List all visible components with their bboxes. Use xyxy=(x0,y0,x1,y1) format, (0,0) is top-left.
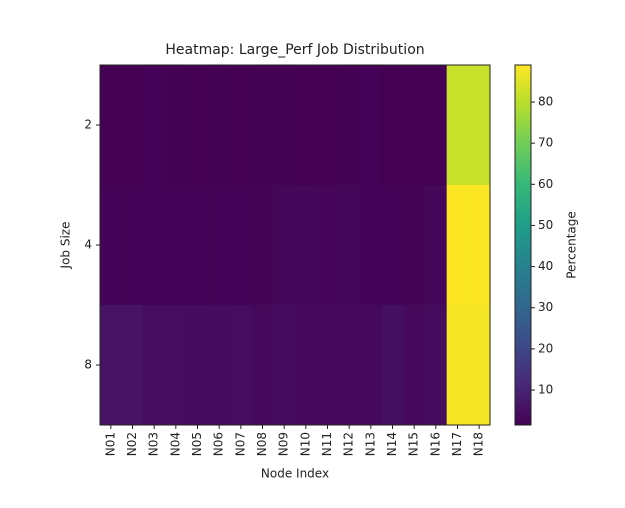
heatmap-cell xyxy=(338,185,361,306)
x-axis-label: Node Index xyxy=(261,467,329,481)
heatmap-cell xyxy=(121,185,144,306)
heatmap-cell xyxy=(381,185,404,306)
chart-title: Heatmap: Large_Perf Job Distribution xyxy=(165,42,424,58)
y-tick-label: 4 xyxy=(84,238,92,252)
colorbar-tick-label: 40 xyxy=(538,259,553,273)
heatmap-cell xyxy=(295,65,318,186)
heatmap-cell xyxy=(100,305,123,426)
x-tick-label: N13 xyxy=(363,432,377,456)
colorbar-tick-label: 10 xyxy=(538,383,553,397)
x-tick-label: N10 xyxy=(298,432,312,456)
x-tick-label: N12 xyxy=(342,432,356,456)
colorbar-tick-label: 70 xyxy=(538,136,553,150)
y-tick-label: 2 xyxy=(84,118,92,132)
colorbar-tick-label: 50 xyxy=(538,218,553,232)
heatmap-cell xyxy=(360,305,383,426)
heatmap-cell xyxy=(360,65,383,186)
heatmap-cell xyxy=(446,65,469,186)
heatmap-cell xyxy=(316,305,339,426)
x-tick-label: N17 xyxy=(450,432,464,456)
heatmap-cell xyxy=(273,65,296,186)
heatmap-cell xyxy=(425,185,448,306)
x-tick-label: N03 xyxy=(147,432,161,456)
x-tick-label: N16 xyxy=(428,432,442,456)
heatmap-cell xyxy=(165,305,188,426)
heatmap-cell xyxy=(251,305,274,426)
heatmap-cell xyxy=(143,305,166,426)
heatmap-cell xyxy=(468,185,491,306)
heatmap-cell xyxy=(230,185,253,306)
heatmap-cell xyxy=(468,305,491,426)
heatmap-cell xyxy=(100,185,123,306)
heatmap-cell xyxy=(338,65,361,186)
heatmap-cell xyxy=(338,305,361,426)
x-tick-label: N11 xyxy=(320,432,334,456)
heatmap-cell xyxy=(425,305,448,426)
heatmap-cell xyxy=(165,65,188,186)
heatmap-cell xyxy=(381,65,404,186)
colorbar-tick-label: 20 xyxy=(538,341,553,355)
heatmap-cell xyxy=(186,185,209,306)
heatmap-cell xyxy=(251,65,274,186)
heatmap-cell xyxy=(100,65,123,186)
x-tick-label: N14 xyxy=(385,432,399,456)
heatmap-cell xyxy=(186,305,209,426)
heatmap-cell xyxy=(251,185,274,306)
heatmap-cell xyxy=(446,305,469,426)
heatmap-cell xyxy=(208,185,231,306)
heatmap-cell xyxy=(295,305,318,426)
heatmap-cell xyxy=(121,65,144,186)
y-axis-label: Job Size xyxy=(59,222,73,270)
heatmap-cell xyxy=(230,305,253,426)
x-tick-label: N07 xyxy=(233,432,247,456)
heatmap-cell xyxy=(468,65,491,186)
heatmap-cell xyxy=(143,185,166,306)
colorbar-tick-label: 80 xyxy=(538,95,553,109)
x-tick-label: N01 xyxy=(103,432,117,456)
colorbar-tick-label: 60 xyxy=(538,177,553,191)
heatmap-cell xyxy=(403,305,426,426)
heatmap-cell xyxy=(381,305,404,426)
heatmap-cell xyxy=(273,305,296,426)
heatmap-cell xyxy=(273,185,296,306)
heatmap-cell xyxy=(295,185,318,306)
colorbar-label: Percentage xyxy=(565,211,579,279)
heatmap-cell xyxy=(360,185,383,306)
heatmap-cell xyxy=(425,65,448,186)
x-tick-label: N09 xyxy=(277,432,291,456)
heatmap-cell xyxy=(186,65,209,186)
x-tick-label: N08 xyxy=(255,432,269,456)
heatmap-cell xyxy=(403,185,426,306)
x-tick-label: N05 xyxy=(190,432,204,456)
y-tick-label: 8 xyxy=(84,358,92,372)
heatmap-cell xyxy=(208,305,231,426)
heatmap-cell xyxy=(446,185,469,306)
x-tick-label: N15 xyxy=(407,432,421,456)
heatmap-cell xyxy=(230,65,253,186)
heatmap-cell xyxy=(316,185,339,306)
x-tick-label: N06 xyxy=(212,432,226,456)
x-tick-label: N02 xyxy=(125,432,139,456)
x-tick-label: N04 xyxy=(168,432,182,456)
colorbar-tick-label: 30 xyxy=(538,300,553,314)
heatmap-cell xyxy=(208,65,231,186)
colorbar xyxy=(514,64,532,426)
heatmap-cell xyxy=(165,185,188,306)
heatmap-cell xyxy=(143,65,166,186)
heatmap-cell xyxy=(403,65,426,186)
heatmap-cell xyxy=(121,305,144,426)
x-tick-label: N18 xyxy=(472,432,486,456)
heatmap-cell xyxy=(316,65,339,186)
